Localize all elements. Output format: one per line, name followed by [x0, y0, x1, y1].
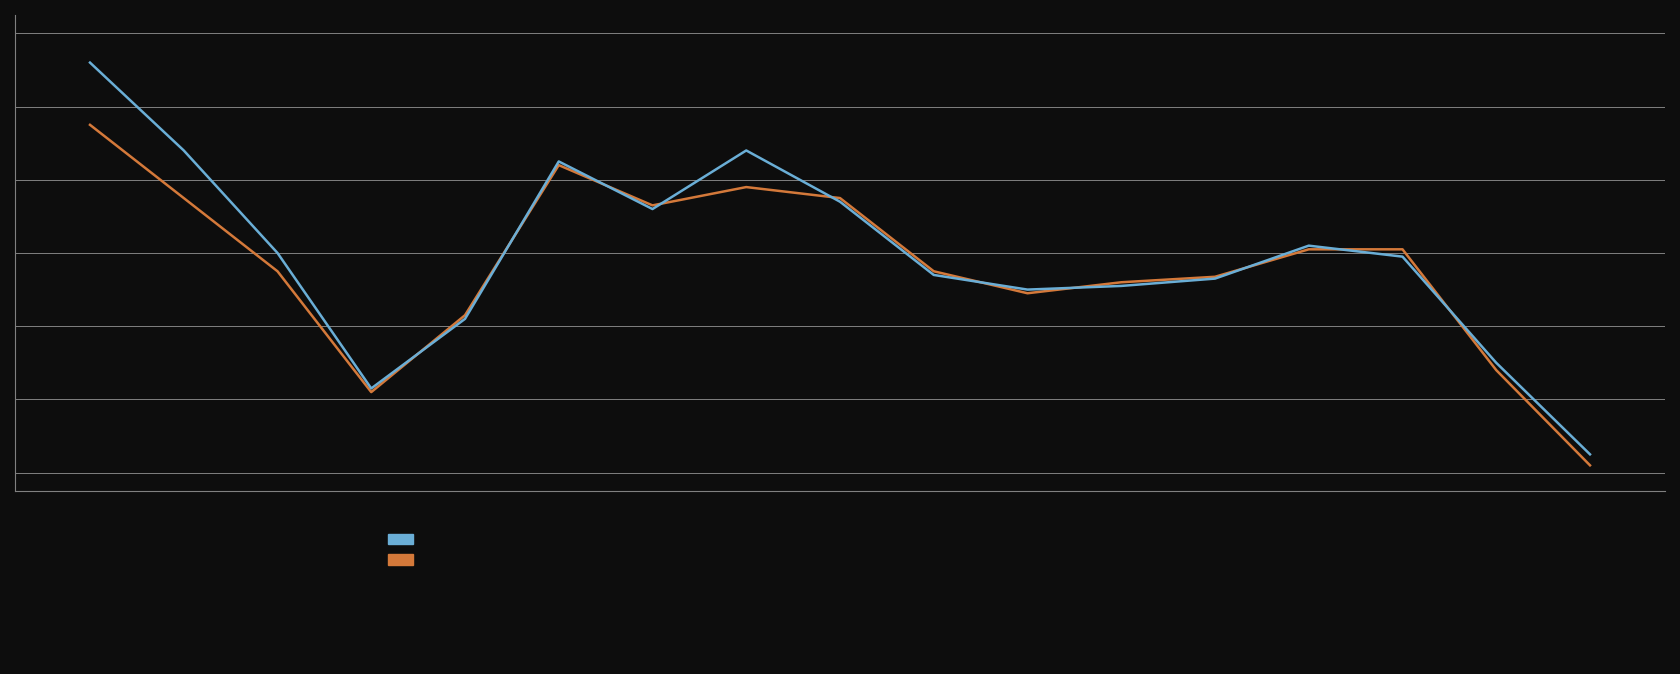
Legend:   ,   : , [385, 529, 432, 570]
